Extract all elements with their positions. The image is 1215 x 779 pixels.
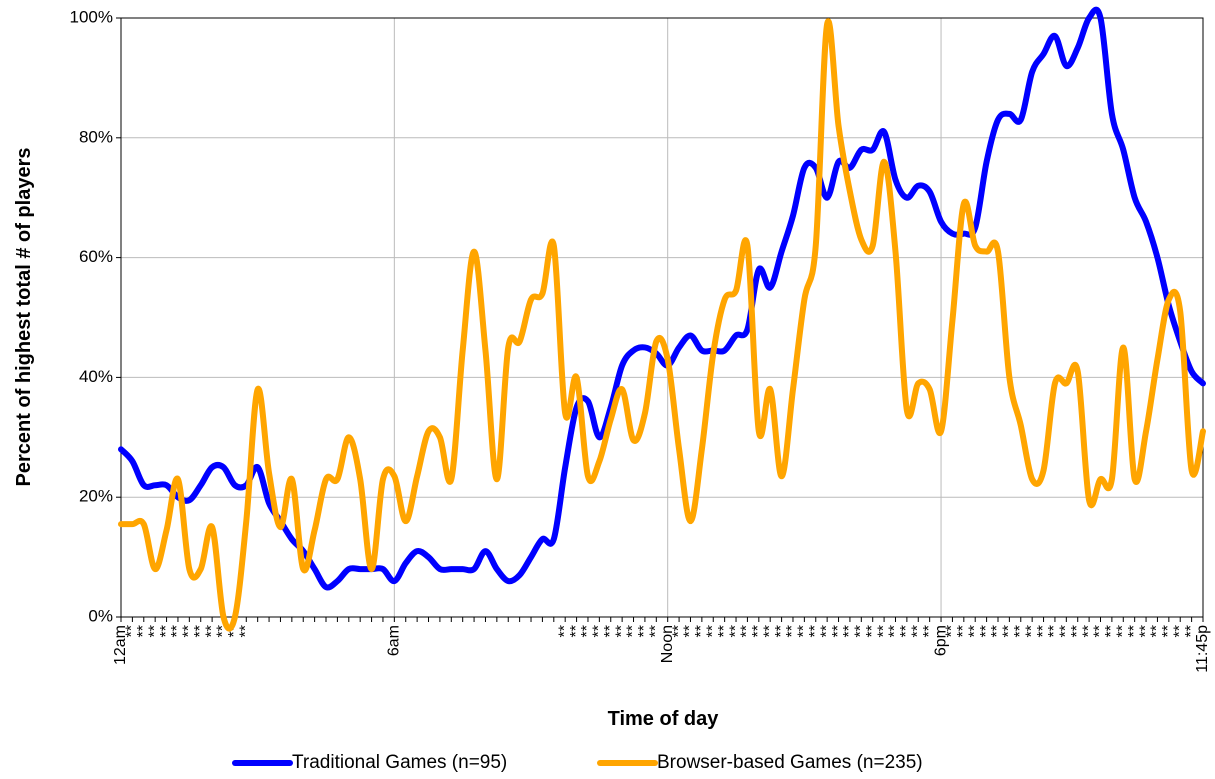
x-tick-label: ** (773, 625, 790, 637)
y-tick-label: 80% (79, 127, 113, 146)
x-tick-label: ** (1001, 625, 1018, 637)
x-tick-label: ** (853, 625, 870, 637)
x-tick-label: ** (1058, 625, 1075, 637)
x-tick-label: ** (841, 625, 858, 637)
x-tick-label: ** (203, 625, 220, 637)
x-tick-label: ** (1137, 625, 1154, 637)
x-tick-label: ** (1023, 625, 1040, 637)
y-tick-label: 0% (88, 606, 113, 625)
x-tick-label: ** (1183, 625, 1200, 637)
x-tick-label: ** (1171, 625, 1188, 637)
plot-border (120, 17, 1204, 618)
legend-label: Browser-based Games (n=235) (657, 752, 923, 773)
x-tick-label: ** (1080, 625, 1097, 637)
x-tick-label: ** (556, 625, 573, 637)
x-tick-label: ** (739, 625, 756, 637)
x-tick-label: ** (989, 625, 1006, 637)
x-tick-label: ** (716, 625, 733, 637)
x-tick-label: ** (887, 625, 904, 637)
y-tick-label: 20% (79, 487, 113, 506)
y-tick-label: 40% (79, 367, 113, 386)
x-tick-label: 11:45p (1194, 625, 1211, 673)
x-tick-label: 6pm (932, 625, 949, 656)
x-tick-label: ** (955, 625, 972, 637)
x-tick-label: ** (750, 625, 767, 637)
x-tick-label: ** (579, 625, 596, 637)
x-tick-label: ** (693, 625, 710, 637)
x-tick-label: ** (602, 625, 619, 637)
x-tick-label: ** (682, 625, 699, 637)
x-tick-label: ** (135, 625, 152, 637)
x-tick-label: ** (146, 625, 163, 637)
x-tick-label: ** (1160, 625, 1177, 637)
x-tick-label: ** (591, 625, 608, 637)
x-tick-label: 6am (386, 625, 403, 656)
y-tick-label: 100% (70, 7, 113, 26)
x-tick-label: ** (238, 625, 255, 637)
x-tick-label: ** (670, 625, 687, 637)
x-tick-label: ** (966, 625, 983, 637)
x-tick-label: ** (818, 625, 835, 637)
x-tick-label: ** (875, 625, 892, 637)
x-tick-label: ** (192, 625, 209, 637)
x-tick-label: 12am (112, 625, 129, 665)
x-tick-label: ** (613, 625, 630, 637)
x-tick-label: ** (921, 625, 938, 637)
x-tick-label: ** (568, 625, 585, 637)
x-tick-label: ** (796, 625, 813, 637)
x-tick-label: ** (124, 625, 141, 637)
x-tick-label: ** (909, 625, 926, 637)
x-tick-label: ** (704, 625, 721, 637)
x-tick-label: ** (727, 625, 744, 637)
x-tick-label: ** (1092, 625, 1109, 637)
x-tick-label: ** (807, 625, 824, 637)
x-tick-label: ** (636, 625, 653, 637)
x-tick-label: ** (864, 625, 881, 637)
x-tick-label: ** (784, 625, 801, 637)
x-tick-label: ** (898, 625, 915, 637)
x-axis-title: Time of day (608, 708, 720, 730)
x-tick-label: ** (1149, 625, 1166, 637)
x-tick-label: ** (1035, 625, 1052, 637)
x-tick-label: ** (1126, 625, 1143, 637)
x-tick-label: ** (1012, 625, 1029, 637)
x-tick-label: ** (158, 625, 175, 637)
y-tick-label: 60% (79, 247, 113, 266)
x-tick-label: ** (1103, 625, 1120, 637)
x-tick-label: ** (1046, 625, 1063, 637)
x-tick-label: ** (1069, 625, 1086, 637)
x-tick-label: ** (1114, 625, 1131, 637)
x-tick-label: ** (944, 625, 961, 637)
x-tick-label: ** (830, 625, 847, 637)
x-tick-label: ** (181, 625, 198, 637)
x-tick-label: Noon (659, 625, 676, 663)
x-tick-label: ** (625, 625, 642, 637)
x-tick-label: ** (978, 625, 995, 637)
x-tick-label: ** (761, 625, 778, 637)
y-axis-title: Percent of highest total # of players (13, 148, 35, 487)
x-tick-label: ** (648, 625, 665, 637)
legend-label: Traditional Games (n=95) (292, 752, 507, 773)
line-series (118, 18, 1206, 632)
x-tick-label: ** (169, 625, 186, 637)
